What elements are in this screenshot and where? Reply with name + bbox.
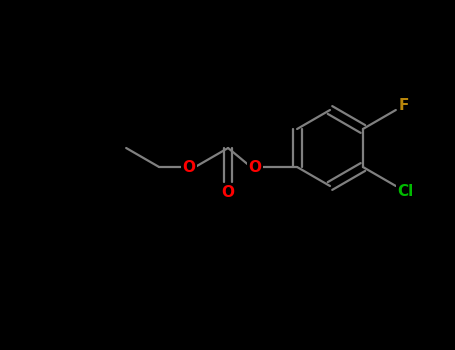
Text: O: O	[182, 160, 196, 175]
Text: F: F	[399, 98, 409, 113]
Text: O: O	[222, 185, 235, 200]
Text: O: O	[248, 160, 262, 175]
Text: Cl: Cl	[398, 183, 414, 198]
